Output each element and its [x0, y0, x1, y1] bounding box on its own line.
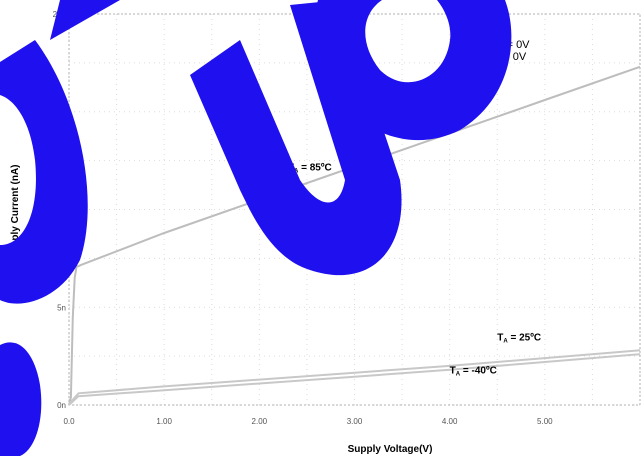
watermark-shape-5: [0, 342, 42, 456]
x-tick-label: 1.00: [156, 417, 172, 426]
series-label-1: TA = 25ºC: [497, 332, 541, 344]
watermark: [0, 0, 512, 456]
series-line-2: [68, 353, 641, 406]
y-tick-label: 0n: [57, 401, 66, 410]
y-axis-label: Supply Current (nA): [10, 165, 21, 260]
watermark-shape-1: [50, 0, 120, 40]
watermark-shape-2: [0, 40, 88, 304]
x-tick-label: 5.00: [537, 417, 553, 426]
watermark-shape-4: [314, 0, 512, 141]
watermark-shape-3: [190, 0, 402, 276]
x-axis-label: Supply Voltage(V): [348, 444, 433, 455]
y-tick-label: 5n: [57, 303, 66, 312]
x-tick-label: 2.00: [252, 417, 268, 426]
x-tick-label: 4.00: [442, 417, 458, 426]
x-tick-label: 0.0: [63, 417, 75, 426]
series-label-2: TA = -40ºC: [450, 366, 497, 378]
series-line-1: [68, 349, 641, 405]
x-tick-label: 3.00: [347, 417, 363, 426]
